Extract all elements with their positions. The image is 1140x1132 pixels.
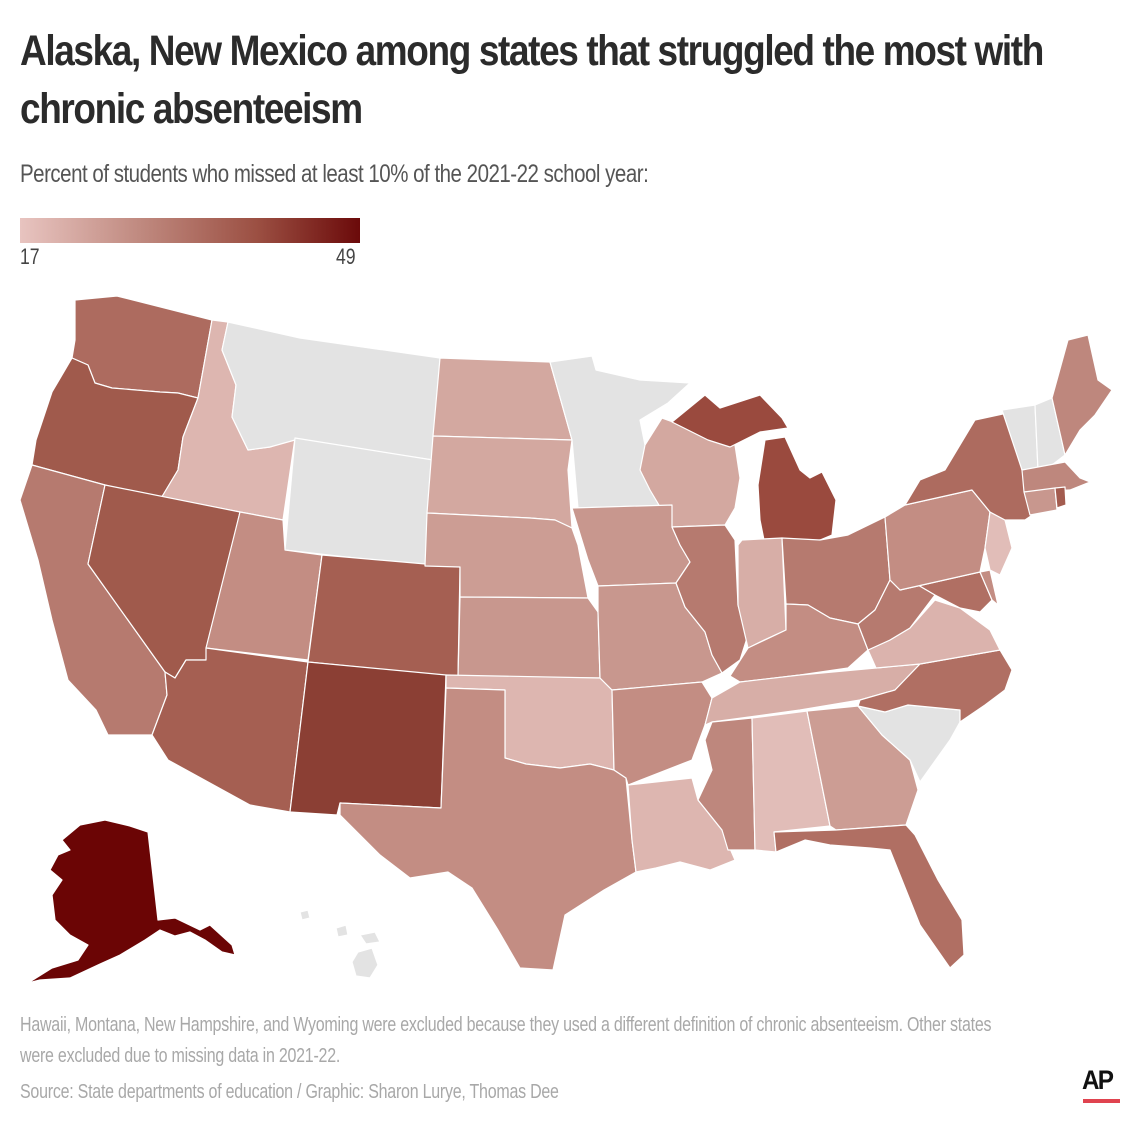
- state-delaware[interactable]: Delaware: 27%: [979, 569, 999, 606]
- state-maine[interactable]: Maine: 28%: [1051, 334, 1113, 456]
- state-colorado[interactable]: Colorado: 35%: [307, 554, 461, 678]
- state-new-jersey[interactable]: New Jersey: 19%: [984, 511, 1013, 576]
- legend-max-label: 49: [336, 244, 356, 269]
- state-connecticut[interactable]: Connecticut: 26%: [1023, 487, 1058, 516]
- color-scale-legend: [20, 218, 360, 243]
- state-texas[interactable]: Texas: 27%: [339, 687, 637, 971]
- state-hawaii[interactable]: Hawaii: no data: [299, 909, 381, 979]
- state-north-dakota[interactable]: North Dakota: 23%: [432, 357, 573, 441]
- state-kansas[interactable]: Kansas: 26%: [457, 596, 601, 679]
- legend-min-label: 17: [20, 244, 40, 269]
- footnote: Hawaii, Montana, New Hampshire, and Wyom…: [20, 1014, 992, 1067]
- state-illinois[interactable]: Illinois: 30%: [671, 524, 749, 674]
- state-michigan-upper[interactable]: Michigan: 38%: [671, 394, 789, 448]
- chart-subtitle: Percent of students who missed at least …: [20, 160, 649, 188]
- state-florida[interactable]: Florida: 31%: [773, 824, 965, 969]
- state-new-mexico[interactable]: New Mexico: 42%: [289, 661, 447, 816]
- state-iowa[interactable]: Iowa: 26%: [571, 504, 691, 587]
- ap-logo-accent-bar: [1083, 1099, 1120, 1103]
- state-rhode-island[interactable]: Rhode Island: 34%: [1054, 486, 1067, 509]
- ap-logo: AP: [1082, 1066, 1122, 1106]
- state-louisiana[interactable]: Louisiana: 20%: [627, 777, 736, 873]
- state-new-hampshire[interactable]: New Hampshire: no data: [1034, 397, 1066, 471]
- state-wyoming[interactable]: Wyoming: no data: [284, 437, 434, 567]
- state-alaska[interactable]: Alaska: 49%: [27, 819, 236, 984]
- state-indiana[interactable]: Indiana: 22%: [737, 537, 787, 649]
- state-arkansas[interactable]: Arkansas: 27%: [611, 681, 713, 786]
- state-nebraska[interactable]: Nebraska: 25%: [424, 512, 589, 599]
- state-montana[interactable]: Montana: no data: [221, 321, 441, 461]
- state-michigan[interactable]: Michigan: 38%: [757, 436, 837, 546]
- source-credit: Source: State departments of education /…: [20, 1081, 559, 1103]
- chart-title: Alaska, New Mexico among states that str…: [20, 27, 1044, 133]
- ap-logo-text: AP: [1082, 1065, 1114, 1095]
- us-choropleth-map: Washington: 32% Oregon: 36% California: …: [19, 295, 1113, 984]
